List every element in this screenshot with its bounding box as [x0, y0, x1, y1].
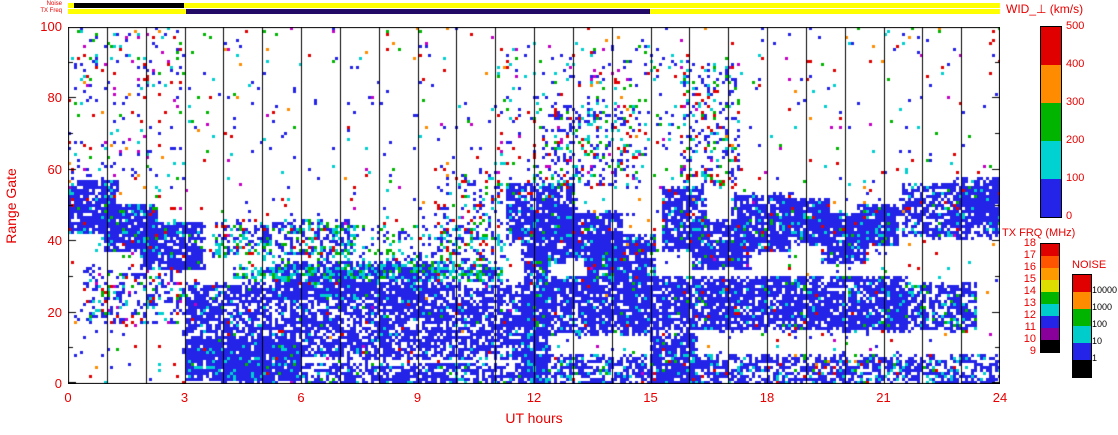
colorbar-tick-label: 0 [1066, 210, 1073, 222]
colorbar-tick-label: 15 [1023, 273, 1036, 285]
x-tick-label: 6 [297, 390, 305, 405]
colorbar-segment [1041, 65, 1061, 103]
colorbar-segment [1073, 275, 1091, 292]
colorbar-tick-label: 18 [1023, 237, 1036, 249]
colorbar-segment [1073, 360, 1091, 377]
colorbar-tick-label: 400 [1066, 58, 1085, 70]
plot-canvas [68, 27, 1000, 384]
colorbar-segment [1073, 326, 1091, 343]
colorbar-segment [1073, 309, 1091, 326]
colorbar-segment [1041, 292, 1059, 304]
x-tick-label: 0 [64, 390, 72, 405]
colorbar-tick-label: 10000 [1092, 285, 1118, 295]
y-tick-label: 80 [47, 90, 62, 106]
colorbar-tick-label: 11 [1024, 321, 1036, 333]
noise-colorbar-title: NOISE [1072, 259, 1107, 271]
strip-segment [73, 3, 185, 8]
colorbar-tick-label: 9 [1029, 345, 1036, 357]
colorbar-segment [1041, 27, 1061, 65]
txfrq-colorbar [1040, 243, 1060, 353]
y-tick-label: 40 [47, 233, 62, 249]
colorbar-segment [1041, 328, 1059, 340]
y-tick-label: 20 [47, 304, 62, 320]
y-tick-label: 0 [54, 376, 62, 391]
colorbar-segment [1041, 304, 1059, 316]
y-tick-label: 60 [47, 161, 62, 177]
wid-colorbar [1040, 26, 1062, 218]
colorbar-tick-label: 13 [1023, 297, 1036, 309]
x-tick-label: 12 [526, 390, 542, 405]
colorbar-segment [1041, 103, 1061, 141]
strip-label-txfreq: TX Freq [40, 8, 62, 14]
colorbar-tick-label: 17 [1023, 249, 1036, 261]
colorbar-segment [1073, 343, 1091, 360]
colorbar-tick-label: 500 [1066, 20, 1085, 32]
colorbar-segment [1041, 340, 1059, 352]
x-tick-label: 21 [876, 390, 891, 405]
colorbar-segment [1073, 292, 1091, 309]
noise-strip [68, 3, 1000, 8]
colorbar-segment [1041, 316, 1059, 328]
strip-segment [186, 9, 651, 14]
colorbar-tick-label: 14 [1023, 285, 1036, 297]
colorbar-tick-label: 1 [1092, 353, 1098, 363]
wid-colorbar-title: WID_⊥ (km/s) [1006, 2, 1084, 16]
colorbar-tick-label: 300 [1066, 96, 1085, 108]
x-tick-label: 3 [180, 390, 189, 405]
noise-colorbar [1072, 274, 1092, 378]
colorbar-segment [1041, 268, 1059, 280]
colorbar-tick-label: 100 [1092, 319, 1108, 329]
colorbar-tick-label: 12 [1023, 309, 1036, 321]
x-tick-label: 18 [759, 390, 775, 405]
txfrq-colorbar-title: TX FRQ (MHz) [1002, 227, 1076, 239]
colorbar-tick-label: 10 [1023, 333, 1036, 345]
x-tick-label: 9 [413, 390, 422, 405]
colorbar-segment [1041, 256, 1059, 268]
colorbar-tick-label: 16 [1023, 261, 1036, 273]
colorbar-tick-label: 200 [1066, 134, 1085, 146]
colorbar-tick-label: 10 [1092, 336, 1103, 346]
colorbar-tick-label: 1000 [1092, 302, 1113, 312]
txfreq-strip [68, 9, 1000, 14]
colorbar-tick-label: 100 [1066, 172, 1085, 184]
x-tick-label: 24 [992, 390, 1008, 405]
colorbar-segment [1041, 141, 1061, 179]
y-tick-label: 100 [40, 19, 62, 34]
colorbar-segment [1041, 280, 1059, 292]
x-axis-title: UT hours [505, 410, 563, 426]
colorbar-segment [1041, 179, 1061, 217]
strip-label-noise: Noise [46, 1, 62, 7]
y-axis-title: Range Gate [3, 168, 19, 244]
colorbar-segment [1041, 244, 1059, 256]
x-tick-label: 15 [643, 390, 658, 405]
